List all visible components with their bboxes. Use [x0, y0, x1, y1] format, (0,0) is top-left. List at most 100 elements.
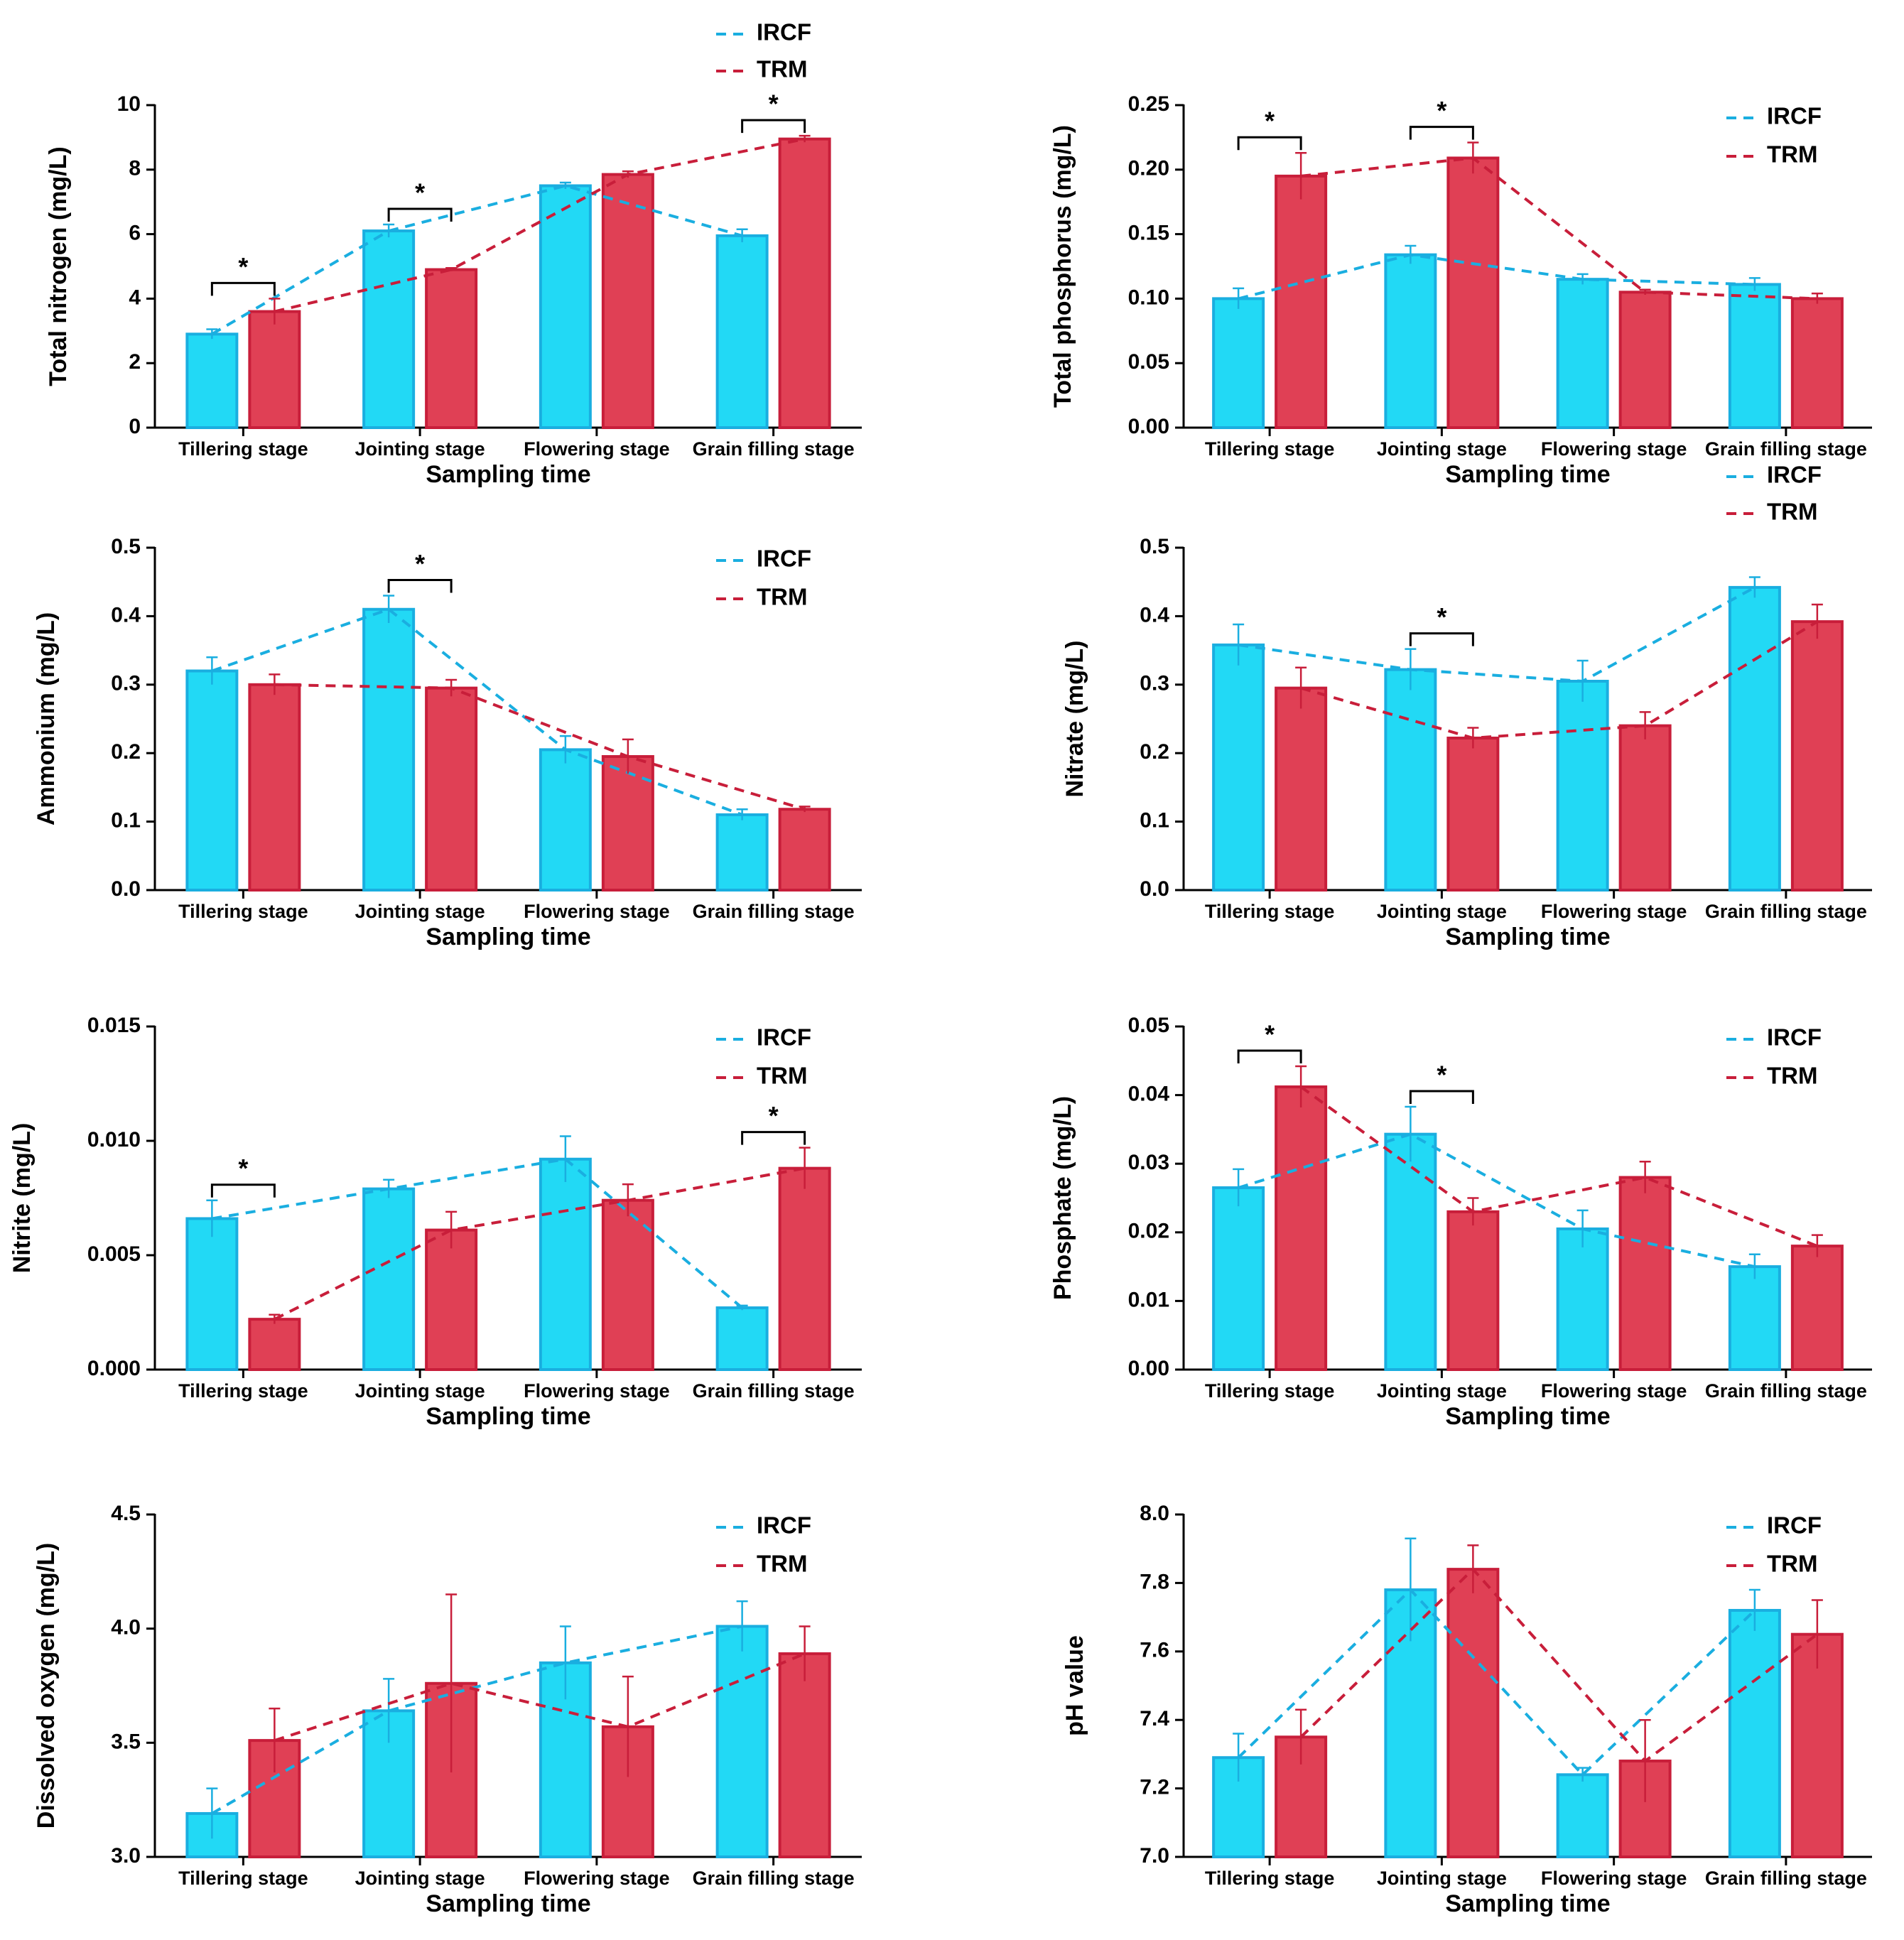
- legend-label: IRCF: [757, 1024, 811, 1051]
- bar: [715, 1306, 769, 1372]
- legend-label: TRM: [757, 56, 807, 82]
- bar: [1212, 297, 1265, 429]
- chart-panel: 3.0 3.5 4.0 4.5 Dissolved oxygen (mg/L) Sampl…: [33, 1502, 862, 1917]
- x-tick-label: Tillering stage: [1205, 1868, 1335, 1889]
- error-bar: [1639, 1161, 1651, 1193]
- y-axis-title: Ammonium (mg/L): [33, 612, 60, 825]
- significance-label: *: [415, 178, 425, 207]
- y-tick-label: 8: [129, 157, 141, 180]
- bar: [425, 268, 478, 430]
- error-bar: [799, 806, 811, 813]
- bar: [1790, 620, 1844, 892]
- y-axis-title: pH value: [1061, 1635, 1088, 1736]
- significance-bracket: [210, 281, 276, 296]
- significance-label: *: [769, 90, 779, 119]
- significance-label: *: [238, 252, 248, 281]
- bar: [1384, 1132, 1437, 1371]
- bar: [778, 1166, 831, 1371]
- bar: [1618, 291, 1672, 429]
- x-tick-label: Jointing stage: [355, 1380, 485, 1402]
- x-axis-title: Sampling time: [426, 461, 590, 488]
- x-tick-label: Grain filling stage: [693, 1868, 855, 1889]
- bar: [362, 607, 416, 892]
- y-tick-label: 3.5: [111, 1730, 141, 1753]
- x-tick-label: Flowering stage: [524, 1868, 670, 1889]
- trend-line: [1238, 1132, 1756, 1269]
- significance-label: *: [1437, 602, 1446, 632]
- x-tick-label: Flowering stage: [524, 1380, 670, 1402]
- y-tick-label: 0.3: [111, 672, 141, 695]
- x-tick-label: Flowering stage: [524, 901, 670, 922]
- bar: [1446, 736, 1500, 892]
- bar: [1212, 1186, 1265, 1372]
- chart-panel: 0.0 0.1 0.2 0.3 0.4 0.5 Ammonium (mg/L) Samplin…: [33, 535, 862, 950]
- y-tick-label: 0.15: [1128, 222, 1169, 245]
- y-tick-label: 0.20: [1128, 157, 1169, 180]
- y-tick-label: 4.5: [111, 1502, 141, 1525]
- legend-label: IRCF: [1767, 103, 1822, 129]
- y-tick-label: 6: [129, 222, 141, 245]
- y-tick-label: 10: [117, 92, 141, 116]
- x-tick-label: Jointing stage: [1377, 438, 1507, 460]
- significance-label: *: [1265, 1020, 1275, 1049]
- significance-bracket: [387, 207, 453, 222]
- significance-label: *: [1265, 107, 1275, 136]
- significance-bracket: [741, 119, 806, 134]
- bar: [1384, 668, 1437, 892]
- bar: [601, 173, 654, 430]
- bar: [778, 1652, 831, 1859]
- error-bar: [736, 228, 748, 242]
- x-axis-title: Sampling time: [1445, 1890, 1610, 1917]
- significance-label: *: [1437, 96, 1446, 125]
- bar: [1212, 643, 1265, 892]
- y-tick-label: 0.3: [1140, 672, 1169, 695]
- bar: [1556, 679, 1609, 892]
- x-axis-title: Sampling time: [1445, 923, 1610, 950]
- y-tick-label: 0.2: [111, 740, 141, 764]
- y-tick-label: 0.4: [1140, 603, 1169, 627]
- bar: [1446, 156, 1500, 429]
- x-tick-label: Tillering stage: [178, 438, 308, 460]
- bar: [1618, 724, 1672, 892]
- bar: [778, 137, 831, 429]
- bar: [248, 310, 301, 429]
- bar: [715, 813, 769, 892]
- y-axis-title: Dissolved oxygen (mg/L): [33, 1543, 60, 1828]
- error-bar: [736, 808, 748, 820]
- error-bar: [1811, 1234, 1823, 1257]
- y-tick-label: 7.2: [1140, 1776, 1169, 1799]
- error-bar: [1811, 1599, 1823, 1669]
- x-tick-label: Grain filling stage: [693, 1380, 855, 1402]
- bar: [362, 229, 416, 429]
- bar: [715, 1625, 769, 1859]
- bar: [1446, 1568, 1500, 1859]
- y-tick-label: 3.0: [111, 1844, 141, 1868]
- y-tick-label: 0.05: [1128, 350, 1169, 374]
- error-bar: [383, 1678, 395, 1743]
- y-tick-label: 0.1: [1140, 809, 1169, 833]
- legend-label: TRM: [1767, 141, 1817, 168]
- trend-line: [1238, 586, 1756, 683]
- x-tick-label: Flowering stage: [1541, 438, 1687, 460]
- trend-line: [1237, 1588, 1756, 1777]
- trend-line: [274, 137, 806, 313]
- trend-line: [211, 607, 743, 816]
- x-axis-title: Sampling time: [426, 1403, 590, 1430]
- y-tick-label: 0.1: [111, 809, 141, 833]
- error-bar: [445, 267, 458, 271]
- bar: [1275, 1085, 1328, 1372]
- legend-label: TRM: [1767, 1551, 1817, 1577]
- bar: [425, 1228, 478, 1371]
- y-tick-label: 8.0: [1140, 1502, 1169, 1525]
- chart-panel: 0.000 0.005 0.010 0.015 Nitrite (mg/L) Sampli…: [9, 1014, 862, 1430]
- x-tick-label: Grain filling stage: [1705, 1380, 1867, 1402]
- x-tick-label: Jointing stage: [355, 901, 485, 922]
- legend-label: TRM: [757, 1063, 807, 1089]
- trend-line: [1300, 620, 1818, 740]
- y-tick-label: 4.0: [111, 1616, 141, 1640]
- trend-line: [1238, 253, 1755, 300]
- error-bar: [1748, 1253, 1760, 1279]
- significance-bracket: [210, 1183, 276, 1198]
- bar: [1556, 1773, 1609, 1859]
